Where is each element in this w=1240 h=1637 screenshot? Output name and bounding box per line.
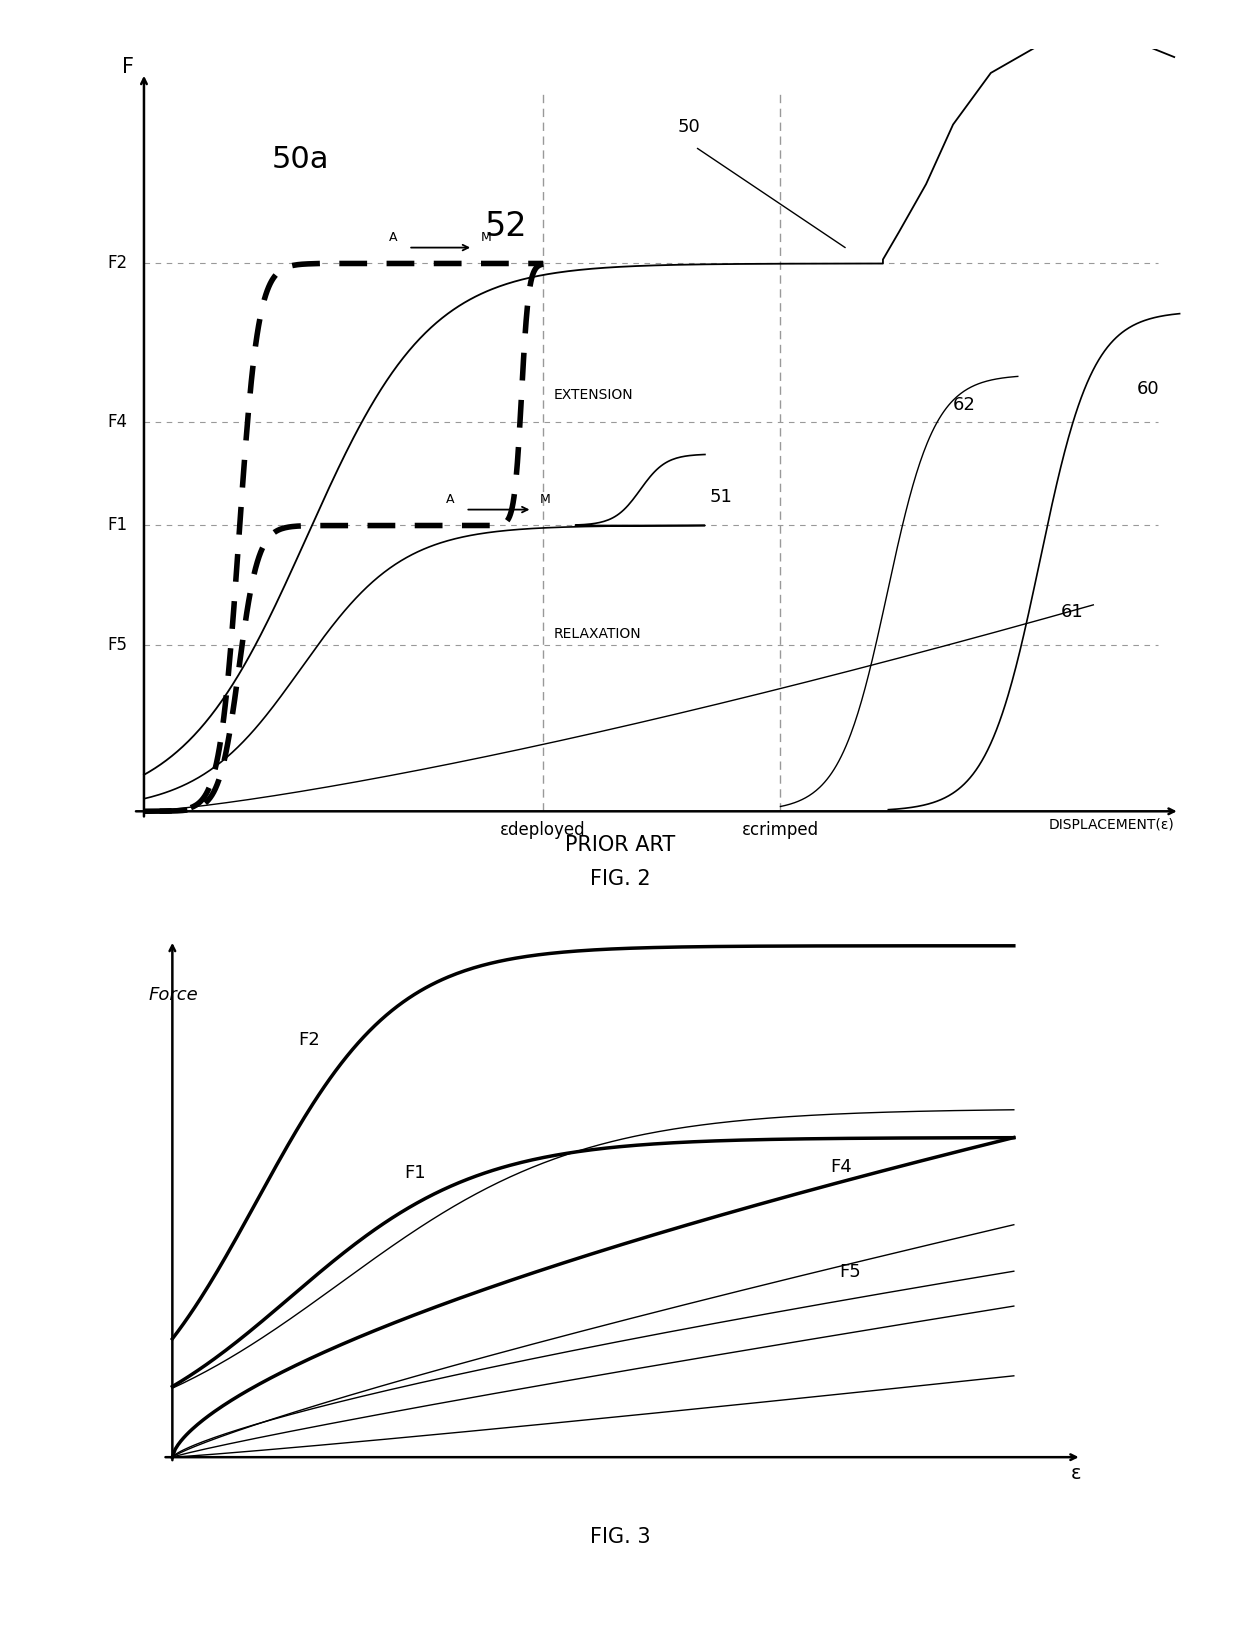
Text: F5: F5 [108,635,128,653]
Text: A: A [446,493,455,506]
Text: 50: 50 [677,118,701,136]
Text: M: M [481,231,491,244]
Text: 52: 52 [484,210,527,242]
Text: Force: Force [149,987,198,1005]
Text: PRIOR ART: PRIOR ART [565,835,675,855]
Text: F4: F4 [830,1159,852,1177]
Text: εdeployed: εdeployed [500,822,587,840]
Text: F: F [123,57,134,77]
Text: RELAXATION: RELAXATION [554,627,641,640]
Text: ε: ε [1071,1465,1081,1483]
Text: F1: F1 [404,1164,427,1182]
Text: EXTENSION: EXTENSION [554,388,634,403]
Text: F1: F1 [108,517,128,534]
Text: 62: 62 [954,396,976,414]
Text: A: A [389,231,398,244]
Text: FIG. 3: FIG. 3 [590,1527,650,1547]
Text: F4: F4 [108,413,128,431]
Text: 51: 51 [709,488,733,506]
Text: FIG. 2: FIG. 2 [590,869,650,889]
Text: 50a: 50a [272,146,329,174]
Text: 61: 61 [1061,602,1084,620]
Text: F2: F2 [298,1031,320,1049]
Text: DISPLACEMENT(ε): DISPLACEMENT(ε) [1049,817,1174,832]
Text: F2: F2 [108,254,128,272]
Text: 60: 60 [1136,380,1159,398]
Text: M: M [539,493,551,506]
Text: εcrimped: εcrimped [742,822,818,840]
Text: F5: F5 [839,1264,862,1282]
